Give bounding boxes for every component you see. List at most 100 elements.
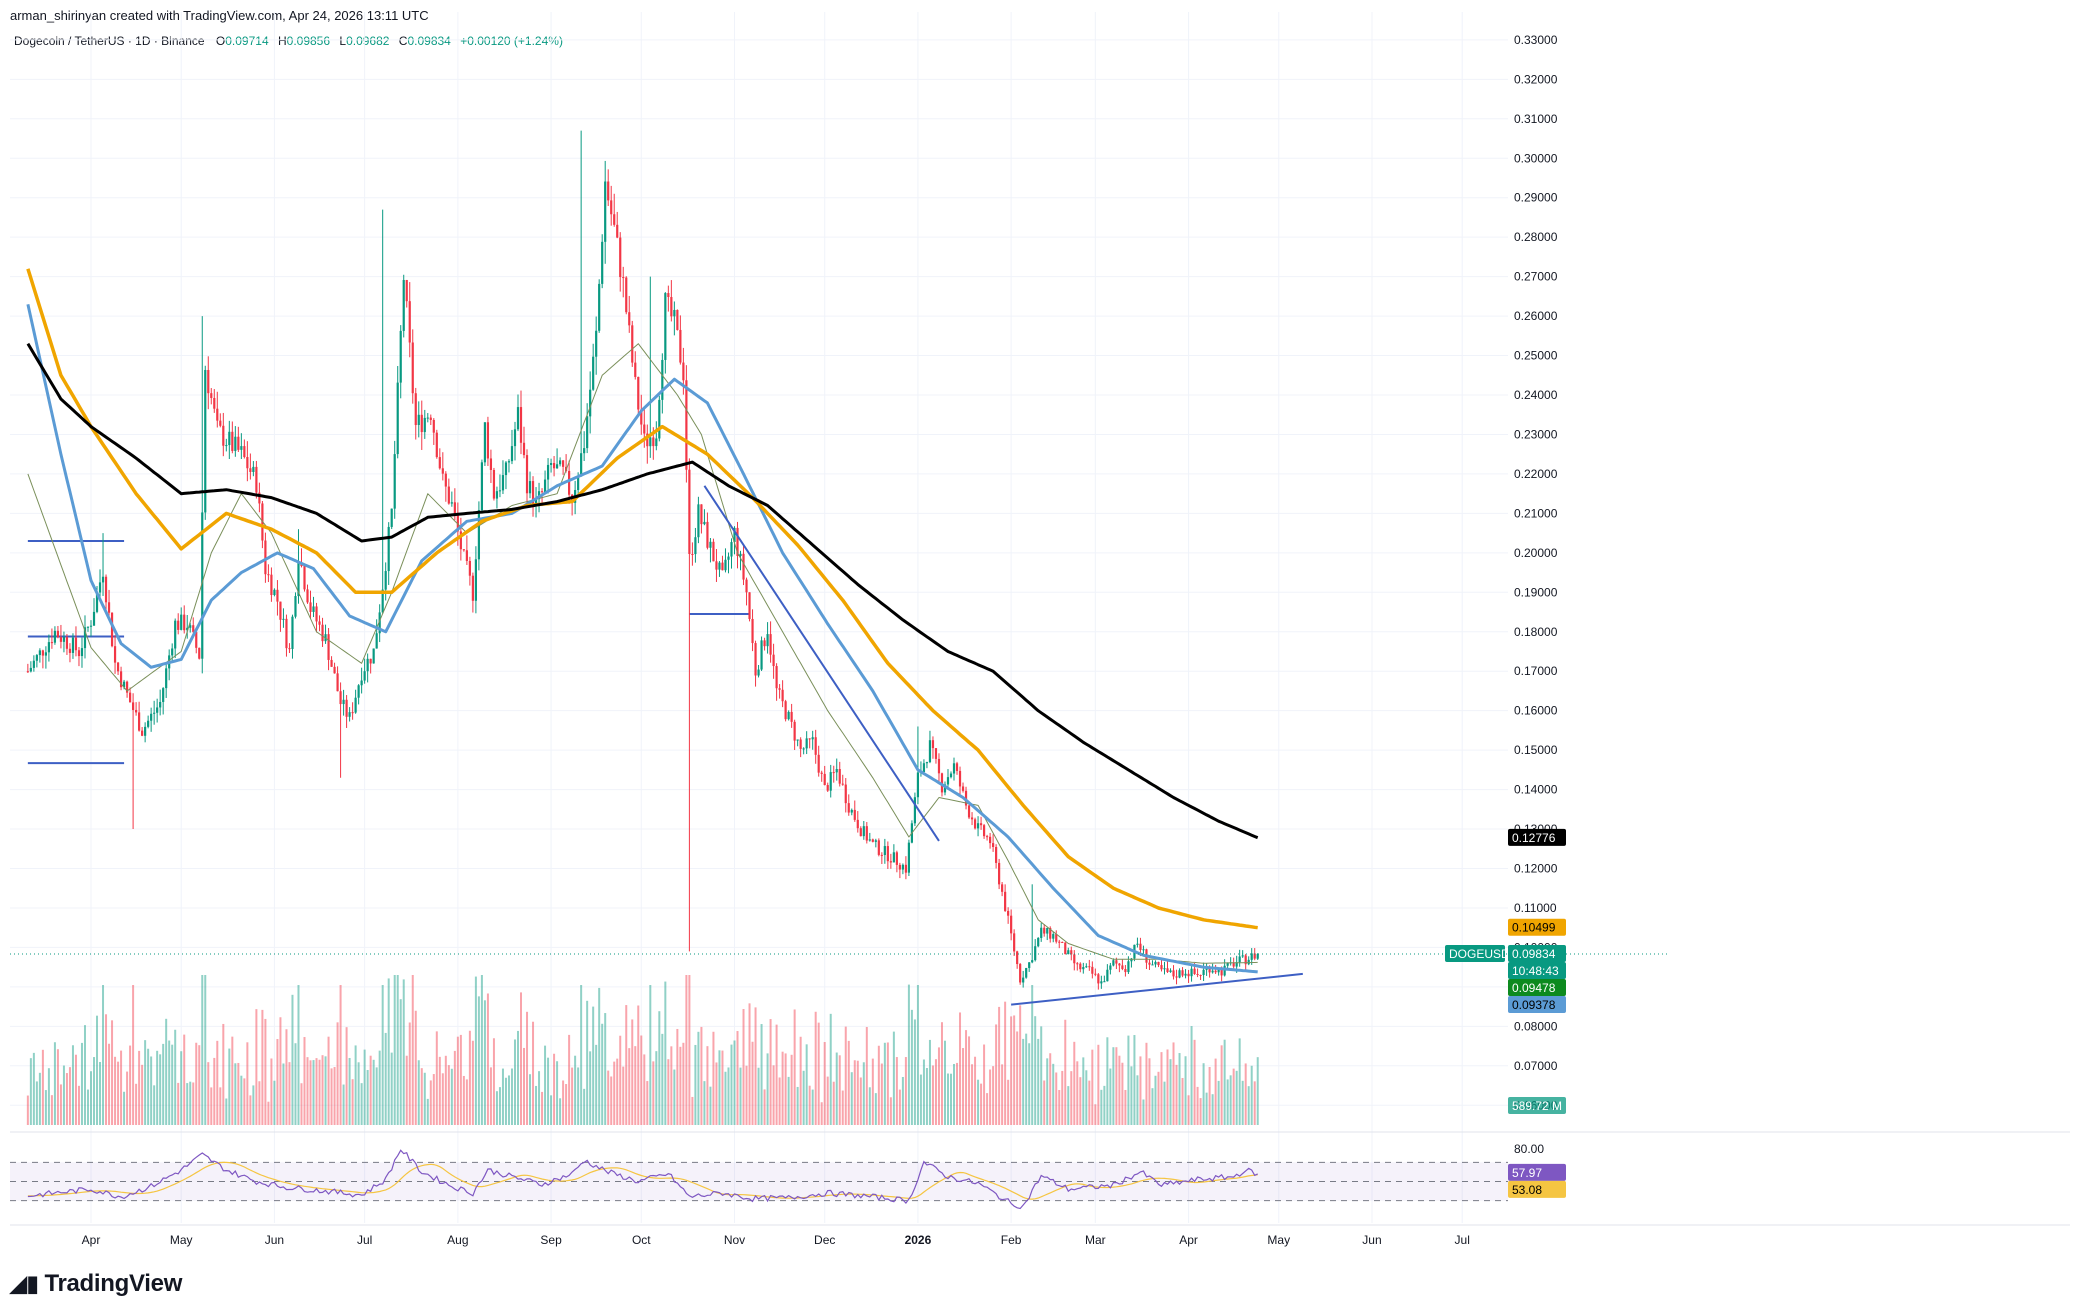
candle-body (399, 330, 402, 383)
volume-bar (865, 1026, 868, 1125)
ma200-price-label-bg (1508, 828, 1566, 846)
candle-body (622, 277, 625, 279)
candle-body (348, 712, 351, 717)
volume-bar (922, 1059, 925, 1125)
candle-body (357, 685, 360, 698)
candle-body (649, 437, 652, 447)
volume-bar (153, 1085, 156, 1125)
candle-body (1073, 954, 1076, 964)
candle-body (883, 846, 886, 856)
volume-bar (459, 1034, 462, 1125)
time-tick-label: 2026 (905, 1233, 932, 1247)
volume-bar (393, 975, 396, 1125)
tradingview-logo[interactable]: ◢▮ TradingView (10, 1270, 182, 1298)
candle-body (507, 461, 511, 463)
candle-body (1043, 927, 1046, 934)
volume-bar (435, 1031, 438, 1125)
candle-body (820, 772, 823, 774)
candle-body (297, 562, 300, 597)
volume-bar (589, 1051, 592, 1125)
candle-body (59, 637, 63, 642)
volume-bar (83, 1025, 86, 1125)
volume-bar (1142, 1099, 1145, 1125)
volume-bar (132, 985, 135, 1125)
candle-body (210, 393, 213, 398)
candle-body (766, 634, 769, 647)
candle-body (387, 526, 390, 572)
volume-bar (426, 1098, 429, 1125)
candle-body (1166, 968, 1169, 973)
candle-body (1070, 950, 1073, 955)
candle-body (1241, 955, 1244, 957)
candle-body (426, 417, 429, 419)
volume-bar (826, 1076, 829, 1125)
candle-body (736, 527, 739, 557)
candle-body (1118, 963, 1121, 966)
candle-body (393, 454, 396, 509)
candle-body (958, 770, 962, 787)
rsi-ma-label-bg (1508, 1180, 1566, 1198)
candle-body (841, 783, 844, 785)
time-axis: Apr May Jun Jul Aug Sep Oct Nov Dec 2026 Feb Mar Apr… (82, 1233, 1470, 1247)
candle-body (667, 293, 670, 298)
candle-body (204, 369, 207, 513)
candle-body (1004, 891, 1007, 911)
volume-bar (625, 1005, 628, 1125)
volume-bars (26, 975, 1259, 1125)
time-tick-label: Feb (1001, 1233, 1022, 1247)
volume-bar (204, 975, 207, 1125)
candle-body (697, 504, 700, 538)
volume-bar (1124, 1089, 1127, 1125)
volume-bar (989, 1069, 992, 1125)
candle-body (1193, 968, 1196, 974)
volume-bar (1157, 1071, 1160, 1125)
volume-bar (950, 1073, 953, 1125)
volume-bar (937, 1047, 940, 1125)
candle-body (282, 618, 285, 620)
candle-body (1055, 934, 1058, 942)
volume-bar (273, 1080, 276, 1125)
candle-body (673, 309, 676, 317)
volume-bar (1085, 1070, 1088, 1125)
volume-bar (655, 1051, 658, 1125)
volume-bar (553, 1053, 556, 1125)
volume-bar (772, 1065, 775, 1125)
candle-body (1139, 943, 1142, 950)
volume-bar (992, 1066, 995, 1125)
volume-bar (276, 1039, 279, 1125)
candle-body (486, 422, 490, 459)
candle-body (1157, 961, 1160, 966)
ma20-price-label-bg (1508, 978, 1566, 996)
candle-body (1109, 965, 1112, 970)
volume-bar (339, 985, 342, 1125)
candle-body (540, 491, 544, 493)
candle-body (321, 624, 324, 642)
candle-body (706, 521, 709, 548)
candle-body (411, 342, 414, 394)
candle-body (805, 738, 808, 749)
volume-bar (745, 1065, 748, 1125)
time-tick-label: Apr (1179, 1233, 1198, 1247)
volume-bar (847, 1040, 850, 1125)
volume-bar (667, 1059, 670, 1125)
ma100-price-label: 0.10499 (1512, 921, 1556, 935)
candle-body (183, 614, 186, 631)
candle-body (1076, 963, 1079, 965)
volume-bar (243, 1078, 246, 1125)
candle-body (814, 737, 817, 755)
volume-bar (117, 1061, 120, 1125)
candle-body (162, 688, 165, 702)
candle-body (32, 660, 35, 668)
candle-body (1172, 970, 1175, 977)
volume-bar (1184, 1056, 1187, 1125)
candle-body (589, 389, 592, 417)
candle-body (438, 457, 441, 469)
symbol-ohlc-legend[interactable]: Dogecoin / TetherUS · 1D · Binance O0.09… (14, 34, 563, 48)
candle-body (1010, 915, 1013, 934)
time-tick-label: Jun (1362, 1233, 1381, 1247)
volume-bar (453, 1050, 456, 1125)
volume-bar (177, 1082, 180, 1125)
candle-body (198, 647, 201, 659)
